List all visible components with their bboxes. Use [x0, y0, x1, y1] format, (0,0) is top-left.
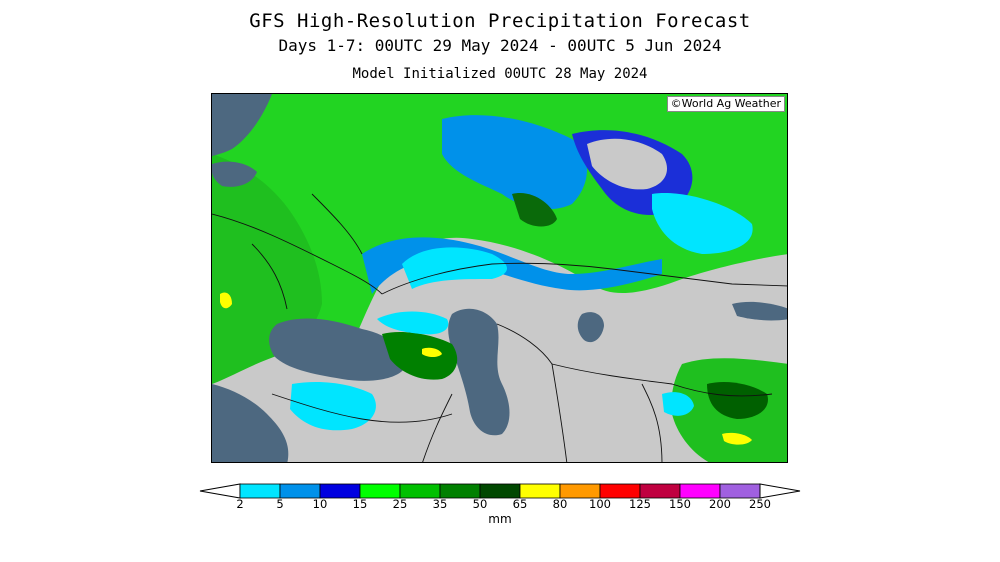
map-canvas — [212, 94, 787, 462]
colorbar-tick-label: 125 — [629, 497, 651, 511]
map-credit: ©World Ag Weather — [666, 96, 785, 112]
precip-blue-north — [442, 115, 587, 210]
colorbar-tick-label: 250 — [749, 497, 771, 511]
mediterranean-sea — [212, 384, 289, 462]
colorbar-bin — [479, 483, 521, 499]
black-sea — [269, 318, 407, 381]
colorbar-tick-label: 200 — [709, 497, 731, 511]
precip-east-dark — [707, 382, 768, 419]
colorbar-tick-label: 2 — [236, 497, 244, 511]
colorbar-bin — [399, 483, 441, 499]
colorbar-bin — [679, 483, 721, 499]
precip-caucasus — [382, 332, 458, 380]
precip-turkey — [290, 382, 376, 431]
map-title: GFS High-Resolution Precipitation Foreca… — [249, 10, 751, 32]
aral-sea — [577, 312, 604, 343]
colorbar-bin — [559, 483, 601, 499]
colorbar-under-arrow — [199, 483, 241, 499]
colorbar-over-arrow — [759, 483, 801, 499]
colorbar-bin — [239, 483, 281, 499]
colorbar-tick-label: 65 — [512, 497, 528, 511]
colorbar-tick-label: 15 — [352, 497, 368, 511]
gulf-water — [212, 161, 257, 187]
colorbar-bin — [439, 483, 481, 499]
precip-caucasus-cyan — [377, 311, 449, 335]
caspian-sea — [448, 308, 510, 436]
precip-cyan-band — [402, 247, 507, 289]
colorbar-tick-label: 100 — [589, 497, 611, 511]
precipitation-map: ©World Ag Weather — [211, 93, 788, 463]
colorbar-bin — [719, 483, 761, 499]
colorbar-tick-label: 35 — [432, 497, 448, 511]
lake-balkhash — [732, 301, 787, 321]
colorbar-boxes — [199, 483, 801, 499]
colorbar-bin — [639, 483, 681, 499]
colorbar-tick-label: 50 — [472, 497, 488, 511]
colorbar-bin — [519, 483, 561, 499]
colorbar-bin — [599, 483, 641, 499]
colorbar-bin — [319, 483, 361, 499]
precip-lightgrey-north — [587, 138, 667, 190]
precip-west-yellow — [220, 292, 232, 309]
colorbar-tick-label: 25 — [392, 497, 408, 511]
precip-darkgreen-north — [512, 193, 557, 227]
precip-cyan-north — [652, 193, 753, 254]
forecast-period: Days 1-7: 00UTC 29 May 2024 - 00UTC 5 Ju… — [278, 36, 722, 55]
precip-caucasus-yellow — [422, 347, 442, 357]
precip-east-yellow — [722, 432, 752, 445]
precip-colorbar — [199, 483, 801, 499]
baltic-sea — [212, 94, 272, 156]
model-init-time: Model Initialized 00UTC 28 May 2024 — [352, 66, 648, 82]
country-borders — [212, 193, 787, 462]
precip-east-cyan — [662, 392, 694, 416]
colorbar-tick-label: 150 — [669, 497, 691, 511]
colorbar-bin — [279, 483, 321, 499]
colorbar-unit: mm — [488, 512, 512, 526]
colorbar-bin — [359, 483, 401, 499]
colorbar-tick-label: 80 — [552, 497, 568, 511]
colorbar-tick-label: 5 — [276, 497, 284, 511]
colorbar-tick-label: 10 — [312, 497, 328, 511]
